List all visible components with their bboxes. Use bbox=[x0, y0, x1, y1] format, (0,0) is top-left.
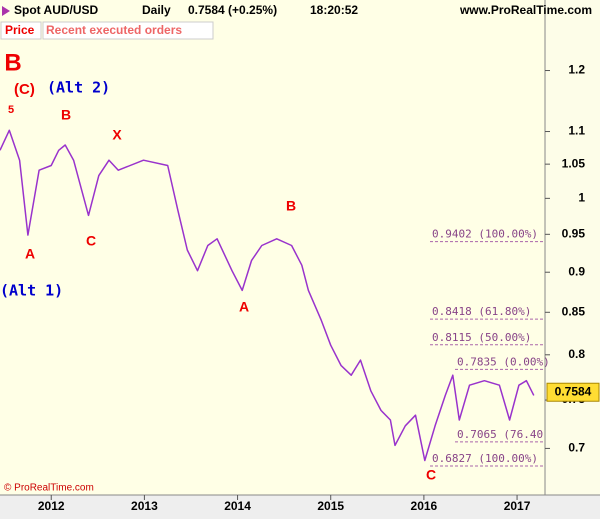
y-tick-label: 1.05 bbox=[562, 156, 586, 170]
level-label: 0.9402 (100.00%) bbox=[432, 228, 538, 241]
wave-label: C bbox=[86, 233, 96, 249]
wave-label: (Alt 1) bbox=[0, 282, 63, 300]
y-tick-label: 0.95 bbox=[562, 226, 586, 240]
orders-button[interactable] bbox=[42, 21, 214, 40]
wave-label: (C) bbox=[14, 81, 35, 98]
wave-label: A bbox=[239, 299, 249, 315]
period: Daily bbox=[142, 3, 171, 17]
last-price-label: 0.7584 bbox=[555, 384, 592, 398]
y-tick-label: 1.1 bbox=[568, 124, 585, 138]
level-label: 0.6827 (100.00%) bbox=[432, 452, 538, 465]
x-tick-label: 2012 bbox=[38, 499, 65, 513]
wave-label: B bbox=[4, 49, 21, 76]
menu-icon[interactable] bbox=[2, 6, 10, 16]
wave-label: B bbox=[286, 198, 296, 214]
price-button-label[interactable]: Price bbox=[5, 23, 35, 37]
symbol: Spot AUD/USD bbox=[14, 3, 99, 17]
price-button[interactable] bbox=[0, 21, 42, 40]
orders-button-label[interactable]: Recent executed orders bbox=[46, 23, 182, 37]
y-tick-label: 1 bbox=[578, 191, 585, 205]
x-tick-label: 2016 bbox=[411, 499, 438, 513]
level-label: 0.7065 (76.40 bbox=[457, 428, 543, 441]
site: www.ProRealTime.com bbox=[459, 3, 592, 17]
level-label: 0.8115 (50.00%) bbox=[432, 331, 531, 344]
y-tick-label: 0.8 bbox=[568, 347, 585, 361]
time: 18:20:52 bbox=[310, 3, 358, 17]
x-axis-panel bbox=[0, 495, 600, 519]
price-line bbox=[0, 129, 535, 462]
x-tick-label: 2015 bbox=[317, 499, 344, 513]
y-tick-label: 1.2 bbox=[568, 63, 585, 77]
wave-label: (Alt 2) bbox=[47, 79, 110, 97]
wave-label: B bbox=[61, 107, 71, 123]
wave-label: X bbox=[112, 127, 122, 143]
wave-label: 5 bbox=[8, 104, 14, 116]
x-tick-label: 2013 bbox=[131, 499, 158, 513]
x-tick-label: 2014 bbox=[224, 499, 251, 513]
wave-label: A bbox=[25, 246, 35, 262]
copyright: © ProRealTime.com bbox=[4, 483, 94, 494]
y-tick-label: 0.7 bbox=[568, 441, 585, 455]
y-tick-label: 0.85 bbox=[562, 304, 586, 318]
wave-label: C bbox=[426, 467, 436, 483]
quote: 0.7584 (+0.25%) bbox=[188, 3, 277, 17]
last-price-tag bbox=[546, 382, 600, 402]
level-label: 0.7835 (0.00%) bbox=[457, 355, 550, 368]
x-tick-label: 2017 bbox=[504, 499, 531, 513]
level-label: 0.8418 (61.80%) bbox=[432, 305, 531, 318]
y-tick-label: 0.9 bbox=[568, 264, 585, 278]
axis-panel bbox=[545, 0, 600, 495]
